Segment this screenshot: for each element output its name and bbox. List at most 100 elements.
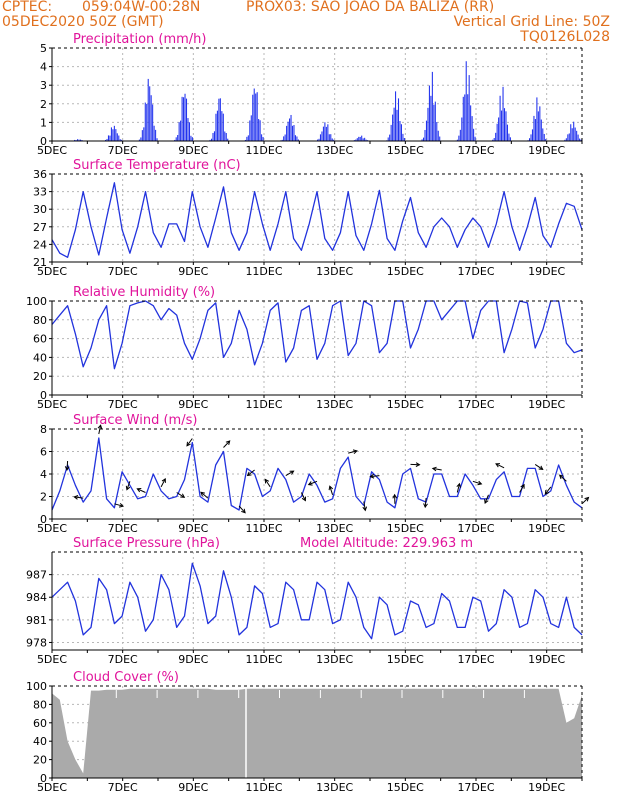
- precip-y-tick-label: 3: [40, 79, 47, 92]
- precip-bar: [506, 124, 508, 141]
- wind-arrow-head: [484, 499, 489, 505]
- precip-bar: [498, 117, 500, 141]
- cloud-title: Cloud Cover (%): [73, 670, 179, 685]
- wind-arrow: [329, 486, 334, 495]
- wind-x-tick-label: 17DEC: [457, 522, 494, 535]
- precip-bar: [293, 124, 295, 141]
- precip-bar: [296, 136, 298, 141]
- precip-bar: [252, 94, 254, 141]
- rh-y-tick-label: 80: [33, 314, 47, 327]
- wind-arrow-head: [200, 491, 206, 497]
- precip-bar: [424, 129, 426, 141]
- precip-bar: [529, 138, 531, 141]
- wind-arrow-head: [125, 485, 131, 491]
- precip-bar: [289, 118, 291, 141]
- precip-bar: [219, 98, 221, 141]
- wind-arrow: [74, 496, 84, 499]
- cloud-x-tick-label: 7DEC: [108, 781, 138, 794]
- precip-bar: [468, 75, 470, 141]
- wind-arrow-head: [161, 477, 166, 483]
- wind-arrow-head: [186, 441, 191, 447]
- temp-y-tick-label: 33: [33, 186, 47, 199]
- rh-title: Relative Humidity (%): [73, 285, 215, 300]
- wind-arrow-head: [307, 481, 313, 486]
- wind-arrow: [176, 492, 185, 498]
- rh-x-tick-label: 19DEC: [528, 398, 565, 411]
- precip-bar: [255, 93, 257, 141]
- precip-bar: [433, 104, 435, 141]
- wind-arrow: [432, 467, 442, 471]
- wind-arrow-head: [289, 470, 295, 475]
- precip-bar: [576, 130, 578, 141]
- pres-x-tick-label: 7DEC: [108, 653, 138, 666]
- meteogram-header: CPTEC: 059:04W-00:28N PROX03: SAO JOAO D…: [0, 0, 618, 46]
- wind-arrow: [66, 460, 69, 471]
- precip-bar: [115, 129, 117, 141]
- wind-arrow: [472, 480, 482, 485]
- precip-bar: [253, 88, 255, 141]
- precip-bar: [225, 132, 227, 141]
- pres-x-tick-label: 13DEC: [316, 653, 353, 666]
- wind-arrow: [126, 481, 131, 490]
- precip-bar: [508, 133, 510, 141]
- precip-bar: [294, 135, 296, 141]
- precip-bar: [439, 136, 441, 141]
- wind-arrow-head: [328, 485, 334, 491]
- wind-arrow-head: [369, 473, 375, 479]
- precip-bar: [540, 119, 542, 141]
- pres-y-tick-label: 978: [26, 636, 47, 649]
- grid-line-note: Vertical Grid Line: 50Z: [453, 14, 610, 30]
- precip-bar: [286, 125, 288, 141]
- wind-y-tick-label: 8: [40, 423, 47, 436]
- precip-y-tick-label: 4: [40, 61, 47, 74]
- pres-x-tick-label: 17DEC: [457, 653, 494, 666]
- precip-bar: [113, 125, 115, 141]
- precip-bar: [330, 134, 332, 141]
- precip-bar: [143, 127, 145, 141]
- precip-bar: [324, 122, 326, 141]
- wind-arrow: [137, 488, 146, 493]
- precip-bar: [178, 122, 180, 141]
- precip-bar: [297, 139, 299, 141]
- wind-x-tick-label: 13DEC: [316, 522, 353, 535]
- wind-arrow-head: [415, 462, 421, 467]
- wind-arrow-head: [392, 493, 398, 499]
- rh-y-tick-label: 100: [26, 295, 47, 308]
- precip-bar: [573, 121, 575, 141]
- precip-bar: [390, 124, 392, 141]
- wind-title: Surface Wind (m/s): [73, 413, 197, 428]
- precip-bar: [147, 78, 149, 141]
- wind-panel: [49, 424, 590, 522]
- pres-subtitle: Model Altitude: 229.963 m: [300, 536, 473, 551]
- precip-bar: [428, 85, 430, 141]
- precip-bar: [389, 134, 391, 141]
- precip-bar: [261, 134, 263, 141]
- station-name: PROX03: SAO JOAO DA BALIZA (RR): [246, 0, 495, 15]
- wind-arrow-head: [246, 471, 252, 477]
- rh-x-tick-label: 17DEC: [457, 398, 494, 411]
- precip-y-tick-label: 5: [40, 42, 47, 55]
- precip-bar: [467, 94, 469, 141]
- cloud-area: [52, 688, 582, 778]
- precip-bar: [140, 137, 142, 141]
- precip-bar: [456, 139, 458, 141]
- temp-series-line: [51, 182, 583, 258]
- wind-arrow: [200, 491, 209, 499]
- precip-bar: [112, 129, 114, 141]
- precip-title: Precipitation (mm/h): [73, 32, 206, 47]
- precip-bar: [533, 115, 535, 141]
- precip-bar: [180, 120, 182, 141]
- wind-arrow: [308, 480, 318, 486]
- cloud-x-tick-label: 15DEC: [387, 781, 424, 794]
- rh-x-tick-label: 9DEC: [178, 398, 208, 411]
- center-label: CPTEC:: [2, 0, 53, 15]
- precip-bar: [227, 138, 229, 141]
- precip-bar: [110, 127, 112, 141]
- precip-bar: [579, 138, 581, 141]
- precip-bar: [213, 131, 216, 141]
- wind-arrow-head: [544, 489, 550, 495]
- wind-arrow: [581, 497, 589, 505]
- pres-x-tick-label: 11DEC: [245, 653, 282, 666]
- precip-bar: [116, 133, 118, 141]
